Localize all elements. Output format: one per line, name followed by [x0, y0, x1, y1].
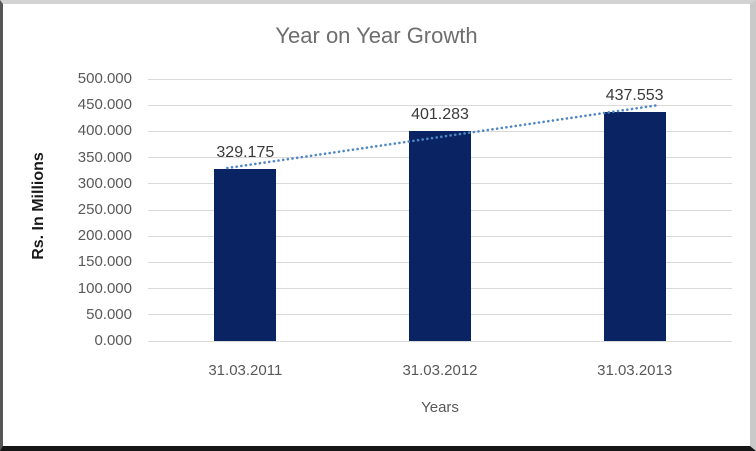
x-axis-title: Years — [421, 399, 459, 416]
chart-title: Year on Year Growth — [275, 23, 478, 48]
y-tick-label: 400.000 — [77, 122, 132, 140]
y-tick-label: 350.000 — [77, 148, 132, 166]
y-tick-label: 0.000 — [94, 332, 132, 349]
y-tick-label: 300.000 — [77, 174, 132, 192]
y-tick-label: 150.000 — [77, 253, 132, 271]
bar-data-label: 329.175 — [216, 143, 275, 161]
y-tick-label: 250.000 — [77, 201, 132, 218]
x-category-label: 31.03.2011 — [208, 362, 283, 379]
plot-area — [148, 78, 732, 342]
x-category-label: 31.03.2012 — [402, 362, 478, 379]
y-tick-label: 100.000 — [77, 279, 132, 297]
y-tick-label: 50.000 — [86, 305, 132, 323]
bar-data-label: 401.283 — [411, 105, 469, 123]
gridline — [148, 340, 732, 342]
y-tick-label: 500.000 — [77, 70, 132, 87]
bar — [214, 168, 277, 341]
y-axis-title: Rs. In Millions — [30, 152, 47, 260]
gridline — [148, 78, 732, 80]
bar — [409, 130, 471, 341]
y-tick-label: 200.000 — [77, 227, 132, 245]
trendline — [226, 103, 659, 170]
bar — [603, 111, 666, 341]
bar-data-label: 437.553 — [605, 86, 664, 104]
y-tick-label: 450.000 — [77, 96, 132, 114]
gridline — [148, 104, 732, 106]
x-category-label: 31.03.2013 — [597, 362, 673, 379]
